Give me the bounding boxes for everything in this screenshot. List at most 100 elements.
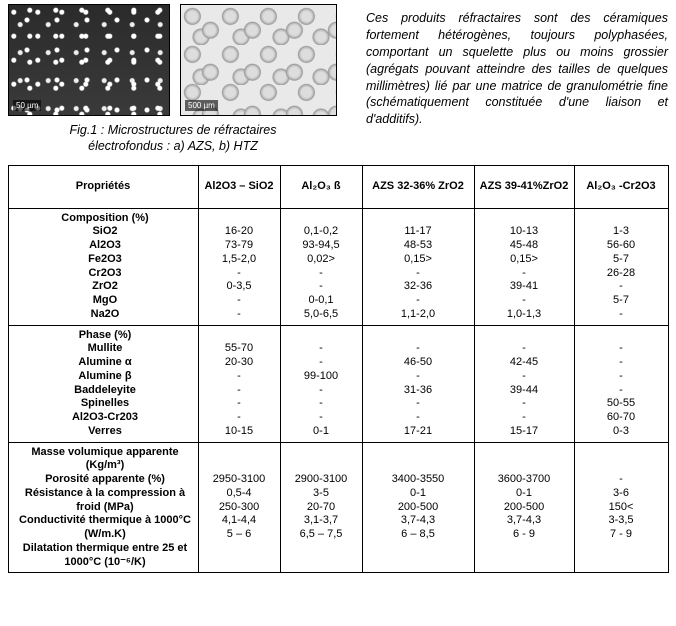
table-section-row: Phase (%)MulliteAlumine αAlumine βBaddel…: [8, 325, 668, 442]
section-head: Phase (%): [17, 329, 194, 343]
value: -: [367, 342, 470, 356]
value: 10-15: [203, 425, 276, 439]
row-label: Alumine β: [17, 370, 194, 384]
value: -: [203, 411, 276, 425]
figure-a: 50 µm: [8, 4, 170, 116]
table-section-row: Composition (%)SiO2Al2O3Fe2O3Cr2O3ZrO2Mg…: [8, 208, 668, 325]
figure-row: 50 µm 500 µm: [8, 4, 348, 116]
value: 93-94,5: [285, 239, 358, 253]
row-label: Masse volumique apparente (Kg/m³): [17, 446, 194, 474]
value: 46-50: [367, 356, 470, 370]
value: 6,5 – 7,5: [285, 528, 358, 542]
value: -: [203, 384, 276, 398]
value: -: [479, 294, 570, 308]
value: 15-17: [479, 425, 570, 439]
row-label: Résistance à la compression à froid (MPa…: [17, 487, 194, 515]
row-label: Mullite: [17, 342, 194, 356]
value: 50-55: [579, 397, 664, 411]
value: -: [203, 308, 276, 322]
row-label: Conductivité thermique à 1000°C (W/m.K): [17, 514, 194, 542]
value: 99-100: [285, 370, 358, 384]
value: -: [203, 267, 276, 281]
value-cell: -42-45-39-44--15-17: [474, 325, 574, 442]
value: -: [367, 370, 470, 384]
value: -: [367, 397, 470, 411]
value: 31-36: [367, 384, 470, 398]
figure-caption: Fig.1 : Microstructures de réfractaires …: [8, 122, 338, 155]
value: 55-70: [203, 342, 276, 356]
section-label-cell: Composition (%)SiO2Al2O3Fe2O3Cr2O3ZrO2Mg…: [8, 208, 198, 325]
value-cell: -46-50-31-36--17-21: [362, 325, 474, 442]
value: 0,15>: [479, 253, 570, 267]
value: 0-3,5: [203, 280, 276, 294]
header-properties: Propriétés: [8, 165, 198, 208]
section-label-cell: Phase (%)MulliteAlumine αAlumine βBaddel…: [8, 325, 198, 442]
value-cell: -3-6150<3-3,57 - 9: [574, 442, 668, 573]
row-label: Spinelles: [17, 397, 194, 411]
value: 3-3,5: [579, 514, 664, 528]
microstructure-pattern-a: [9, 5, 169, 115]
figure-b: 500 µm: [180, 4, 337, 116]
value: 0,1-0,2: [285, 225, 358, 239]
value: 6 – 8,5: [367, 528, 470, 542]
scalebar-b: 500 µm: [185, 100, 218, 111]
value: 2900-3100: [285, 473, 358, 487]
value: 3,1-3,7: [285, 514, 358, 528]
value: -: [579, 473, 664, 487]
value-cell: 55-7020-30----10-15: [198, 325, 280, 442]
value: 200-500: [479, 501, 570, 515]
value: -: [479, 267, 570, 281]
value-cell: 11-1748-530,15>-32-36-1,1-2,0: [362, 208, 474, 325]
table-header-row: Propriétés Al2O3 – SiO2 Al₂O₃ ß AZS 32-3…: [8, 165, 668, 208]
row-label: Dilatation thermique entre 25 et 1000°C …: [17, 542, 194, 570]
value: 200-500: [367, 501, 470, 515]
figure-caption-line1: Fig.1 : Microstructures de réfractaires: [69, 123, 276, 137]
value: 0-3: [579, 425, 664, 439]
value: 5-7: [579, 294, 664, 308]
value: 0,02>: [285, 253, 358, 267]
value: 20-30: [203, 356, 276, 370]
value: 3600-3700: [479, 473, 570, 487]
value-cell: 16-2073-791,5-2,0-0-3,5--: [198, 208, 280, 325]
value: -: [479, 342, 570, 356]
value-cell: ----50-5560-700-3: [574, 325, 668, 442]
value: 0-1: [285, 425, 358, 439]
value: 0,5-4: [203, 487, 276, 501]
value: 0-1: [479, 487, 570, 501]
value: 0-0,1: [285, 294, 358, 308]
value-cell: 0,1-0,293-94,50,02>--0-0,15,0-6,5: [280, 208, 362, 325]
row-label: Al2O3: [17, 239, 194, 253]
value: 39-41: [479, 280, 570, 294]
value: 1,1-2,0: [367, 308, 470, 322]
value: 10-13: [479, 225, 570, 239]
value: 7 - 9: [579, 528, 664, 542]
value: -: [579, 342, 664, 356]
value: 6 - 9: [479, 528, 570, 542]
value: 56-60: [579, 239, 664, 253]
section-label-cell: Masse volumique apparente (Kg/m³)Porosit…: [8, 442, 198, 573]
value: 11-17: [367, 225, 470, 239]
value: 39-44: [479, 384, 570, 398]
row-label: Na2O: [17, 308, 194, 322]
value: 0-1: [367, 487, 470, 501]
row-label: Baddeleyite: [17, 384, 194, 398]
value: -: [367, 294, 470, 308]
microstructure-pattern-b: [181, 5, 336, 115]
value: 150<: [579, 501, 664, 515]
value: 3-6: [579, 487, 664, 501]
header-col3: AZS 32-36% ZrO2: [362, 165, 474, 208]
value: -: [579, 356, 664, 370]
value: 5 – 6: [203, 528, 276, 542]
value: 20-70: [285, 501, 358, 515]
value: 5-7: [579, 253, 664, 267]
value: -: [285, 397, 358, 411]
value: 1-3: [579, 225, 664, 239]
value: 17-21: [367, 425, 470, 439]
header-col5: Al₂O₃ -Cr2O3: [574, 165, 668, 208]
value: 16-20: [203, 225, 276, 239]
value: 3-5: [285, 487, 358, 501]
value: -: [367, 411, 470, 425]
value-cell: 2950-31000,5-4250-3004,1-4,45 – 6: [198, 442, 280, 573]
value: -: [203, 397, 276, 411]
value-cell: 2900-31003-520-703,1-3,76,5 – 7,5: [280, 442, 362, 573]
